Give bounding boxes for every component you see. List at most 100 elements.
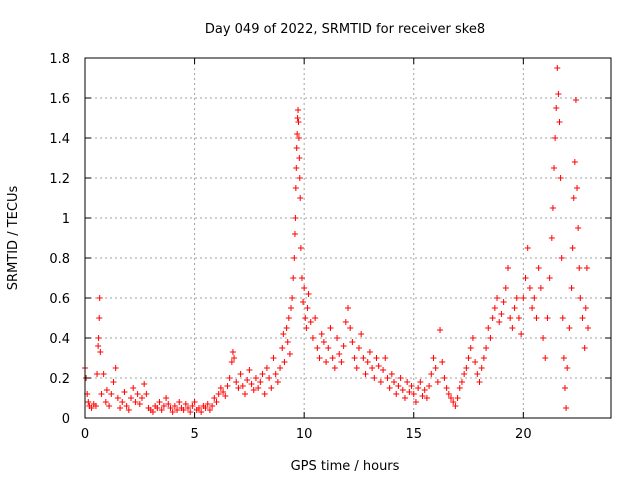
data-point (382, 355, 389, 361)
data-point (163, 395, 170, 401)
data-point (281, 359, 288, 365)
data-point (408, 383, 415, 389)
data-point (295, 119, 302, 125)
data-point (160, 403, 167, 409)
data-point (342, 319, 349, 325)
data-point (95, 335, 102, 341)
data-point (469, 335, 476, 341)
data-point (553, 105, 560, 111)
data-point (239, 383, 246, 389)
x-axis-label: GPS time / hours (291, 459, 400, 474)
data-point (237, 371, 244, 377)
x-tick-label: 0 (81, 427, 89, 442)
data-point (291, 255, 298, 261)
data-point (301, 285, 308, 291)
data-point (248, 381, 255, 387)
data-point (338, 359, 345, 365)
x-tick-label: 20 (515, 427, 532, 442)
data-point (130, 385, 137, 391)
data-point (266, 375, 273, 381)
data-point (415, 385, 422, 391)
tick-labels: 0 5 10 15 20 0 0.2 0.4 0.6 0.8 1 1.2 1.4 1.6 1.8 (49, 52, 531, 442)
data-point (423, 395, 430, 401)
data-point (561, 385, 568, 391)
data-point (412, 399, 419, 405)
data-point (316, 355, 323, 361)
data-point (128, 395, 135, 401)
data-point (340, 343, 347, 349)
data-point (518, 331, 525, 337)
data-point (358, 331, 365, 337)
data-point (480, 355, 487, 361)
data-point (259, 371, 266, 377)
data-point (584, 325, 591, 331)
data-point (373, 355, 380, 361)
data-point (569, 245, 576, 251)
data-point (290, 275, 297, 281)
data-point (524, 245, 531, 251)
y-tick-label: 0.8 (49, 252, 70, 267)
data-point (98, 391, 105, 397)
data-point (570, 195, 577, 201)
data-point (419, 393, 426, 399)
data-point (229, 349, 236, 355)
data-point (106, 403, 113, 409)
data-point (303, 325, 310, 331)
data-point (502, 285, 509, 291)
data-point (304, 305, 311, 311)
data-point (189, 403, 196, 409)
data-point (522, 275, 529, 281)
data-point (558, 255, 565, 261)
data-point (167, 405, 174, 411)
data-point (305, 291, 312, 297)
data-point (215, 391, 222, 397)
data-point (489, 315, 496, 321)
data-point (496, 319, 503, 325)
data-point (103, 387, 110, 393)
y-tick-label: 0.2 (49, 372, 70, 387)
data-point (574, 185, 581, 191)
data-point (102, 399, 109, 405)
data-point (401, 395, 408, 401)
data-point (515, 315, 522, 321)
data-point (261, 391, 268, 397)
data-point (362, 371, 369, 377)
data-point (327, 325, 334, 331)
y-tick-label: 0.4 (49, 332, 70, 347)
data-point (176, 399, 183, 405)
data-point (257, 379, 264, 385)
data-point (112, 365, 119, 371)
data-point (559, 315, 566, 321)
data-point (463, 365, 470, 371)
data-point (94, 371, 101, 377)
data-point (355, 345, 362, 351)
data-point (292, 215, 299, 221)
data-point (302, 315, 309, 321)
data-point (581, 345, 588, 351)
data-point (294, 115, 301, 121)
data-point (226, 375, 233, 381)
data-point (280, 331, 287, 337)
data-point (96, 315, 103, 321)
data-point (347, 325, 354, 331)
data-point (531, 295, 538, 301)
data-point (557, 175, 564, 181)
x-tick-label: 10 (296, 427, 313, 442)
y-tick-label: 0 (62, 412, 70, 427)
data-point (286, 351, 293, 357)
data-point (119, 399, 126, 405)
data-point (461, 371, 468, 377)
data-point (277, 365, 284, 371)
data-point (386, 385, 393, 391)
data-point (353, 365, 360, 371)
data-point (491, 305, 498, 311)
data-point (456, 385, 463, 391)
data-point (195, 405, 202, 411)
data-point (364, 359, 371, 365)
data-point (434, 379, 441, 385)
data-point (448, 395, 455, 401)
data-point (314, 345, 321, 351)
data-point (345, 305, 351, 311)
data-point (110, 379, 117, 385)
data-point (283, 325, 290, 331)
